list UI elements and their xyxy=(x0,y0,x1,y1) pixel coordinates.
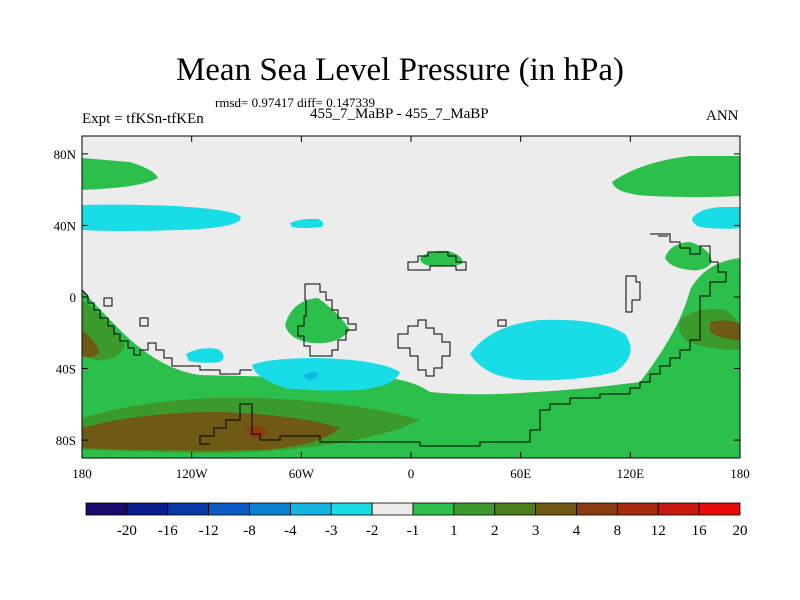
contour-brown-south xyxy=(82,412,340,451)
contour-green-arctic-east xyxy=(612,156,740,197)
colorbar-label: 8 xyxy=(614,523,622,539)
colorbar-label: 12 xyxy=(651,523,666,539)
y-axis-ticks: 80N 40N 0 40S 80S xyxy=(54,147,740,448)
coastline-south-america xyxy=(297,283,357,357)
colorbar-box xyxy=(698,502,741,516)
coastline-africa-south xyxy=(397,319,451,377)
contour-brown-west xyxy=(82,330,100,358)
colorbar-label: -2 xyxy=(366,523,379,539)
coastlines xyxy=(82,233,727,447)
contour-cyan-north-central xyxy=(290,218,324,228)
colorbar-box xyxy=(494,502,537,516)
coastline-west xyxy=(82,289,252,375)
colorbar-label: 4 xyxy=(573,523,581,539)
contour-cyan-north-east xyxy=(692,207,740,229)
colorbar-box xyxy=(126,502,169,516)
colorbar-label: 3 xyxy=(532,523,540,539)
colorbar-box xyxy=(167,502,210,516)
coastline-antarctica xyxy=(199,233,727,447)
x-axis-ticks: 180 120W 60W 0 60E 120E 180 xyxy=(72,136,750,481)
contour-blue-spot xyxy=(304,372,318,380)
colorbar-label: -4 xyxy=(284,523,297,539)
coastline-island-asia xyxy=(625,275,641,313)
comparison-label: 455_7_MaBP - 455_7_MaBP xyxy=(310,106,489,122)
contour-green-tropics xyxy=(285,298,350,344)
colorbar-label: 20 xyxy=(733,523,748,539)
contour-orange-south xyxy=(246,426,267,439)
colorbar-box xyxy=(85,502,128,516)
colorbar-label: 2 xyxy=(491,523,499,539)
contour-brown-east xyxy=(710,320,740,340)
contour-cyan-south-east xyxy=(470,319,631,381)
colorbar-label: -8 xyxy=(243,523,256,539)
colorbar-label: -20 xyxy=(117,523,137,539)
season-label: ANN xyxy=(706,108,739,124)
x-tick-label: 120W xyxy=(176,466,209,481)
contour-cyan-north-west xyxy=(82,204,241,231)
y-tick-label: 40N xyxy=(54,218,77,233)
x-tick-label: 180 xyxy=(730,466,750,481)
y-tick-label: 80S xyxy=(56,433,76,448)
colorbar-label: 1 xyxy=(450,523,458,539)
x-tick-label: 180 xyxy=(72,466,92,481)
y-tick-label: 0 xyxy=(70,290,77,305)
coastline-island-indian xyxy=(497,319,507,327)
plot-field xyxy=(82,136,740,458)
colorbar-box xyxy=(616,502,659,516)
colorbar-label: -16 xyxy=(158,523,178,539)
colorbar-label: -12 xyxy=(199,523,219,539)
colorbar-box xyxy=(412,502,455,516)
colorbar-box xyxy=(371,502,414,516)
x-tick-label: 120E xyxy=(617,466,645,481)
colorbar-box xyxy=(208,502,250,516)
coastline-island-west-2 xyxy=(139,317,149,327)
colorbar: -20 -16 -12 -8 -4 -3 -2 -1 1 2 3 4 8 12 16 20 xyxy=(85,502,748,539)
contour-green-north-africa xyxy=(420,250,463,267)
x-tick-label: 60W xyxy=(289,466,315,481)
colorbar-label: -1 xyxy=(407,523,420,539)
colorbar-box xyxy=(330,502,373,516)
coastline-island-west xyxy=(103,297,113,307)
contour-cyan-south-central xyxy=(252,358,400,391)
y-tick-label: 40S xyxy=(56,362,76,377)
colorbar-label: -3 xyxy=(325,523,338,539)
colorbar-box xyxy=(535,502,577,516)
x-tick-label: 60E xyxy=(510,466,531,481)
x-tick-label: 0 xyxy=(408,466,415,481)
colorbar-box xyxy=(576,502,618,516)
chart-title: Mean Sea Level Pressure (in hPa) xyxy=(175,52,625,88)
coastline-north-africa xyxy=(407,251,467,271)
colorbar-box xyxy=(289,502,332,516)
contour-green-arctic-west xyxy=(82,158,158,190)
y-tick-label: 80N xyxy=(54,147,77,162)
colorbar-label: 16 xyxy=(692,523,708,539)
stats-label: rmsd= 0.97417 diff= 0.147339 xyxy=(215,95,375,110)
contour-cyan-south-west xyxy=(186,348,224,363)
experiment-label: Expt = tfKSn-tfKEn xyxy=(82,111,204,127)
colorbar-box xyxy=(657,502,700,516)
colorbar-box xyxy=(453,502,496,516)
colorbar-box xyxy=(249,502,291,516)
